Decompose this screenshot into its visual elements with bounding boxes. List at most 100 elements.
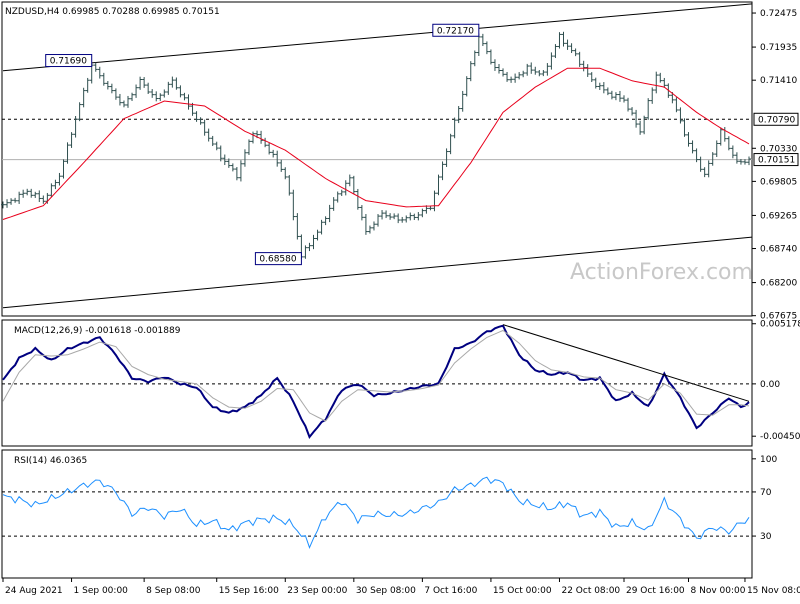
current-price-label: 0.70151	[758, 156, 795, 166]
time-tick-label: 30 Sep 08:00	[356, 586, 416, 596]
ohlc-bar	[1, 201, 5, 209]
ohlc-bar	[706, 160, 711, 178]
ohlc-bar	[335, 191, 340, 203]
ohlc-bar	[456, 106, 461, 124]
ohlc-bar	[194, 111, 199, 122]
ohlc-bar	[33, 191, 38, 198]
ohlc-bar	[726, 136, 731, 151]
ohlc-bar	[371, 221, 376, 231]
macd-signal-line	[2, 329, 750, 422]
ohlc-bar	[545, 63, 550, 76]
ohlc-bar	[234, 167, 239, 181]
ohlc-bar	[654, 71, 659, 94]
ohlc-bar	[295, 213, 300, 240]
price-annotation-box	[432, 23, 480, 37]
ohlc-bar	[134, 84, 139, 98]
ohlc-bar	[537, 70, 542, 77]
ohlc-bar	[158, 93, 163, 101]
channel-upper-line	[2, 3, 753, 72]
ohlc-bar	[53, 179, 58, 190]
ohlc-bar	[9, 198, 14, 205]
ohlc-bar	[210, 135, 215, 147]
ohlc-bar	[710, 152, 715, 166]
ohlc-bar	[41, 195, 46, 204]
ohlc-bar	[416, 212, 421, 221]
ohlc-bar	[621, 95, 626, 103]
rsi-header: RSI(14) 46.0365	[14, 456, 87, 466]
ohlc-bar	[218, 145, 223, 162]
ohlc-bar	[702, 167, 707, 178]
ohlc-bar	[634, 109, 639, 128]
time-tick-label: 15 Sep 16:00	[219, 586, 279, 596]
ohlc-bar	[581, 60, 586, 72]
ohlc-bar	[650, 87, 655, 104]
time-tick-label: 15 Oct 00:00	[493, 586, 552, 596]
time-tick-label: 29 Oct 16:00	[626, 586, 685, 596]
ohlc-bar	[85, 77, 90, 93]
ohlc-bar	[529, 62, 534, 74]
sma-line	[2, 67, 750, 220]
ohlc-bar	[202, 119, 207, 136]
ohlc-bar	[392, 213, 397, 220]
ohlc-bar	[198, 117, 203, 125]
ohlc-bar	[242, 149, 247, 167]
ohlc-bar	[186, 94, 191, 110]
ohlc-bar	[182, 92, 187, 101]
ohlc-bar	[13, 197, 18, 203]
ohlc-bar	[170, 76, 175, 88]
ohlc-bar	[246, 139, 251, 155]
ohlc-bar	[444, 148, 449, 167]
ohlc-bar	[351, 175, 356, 194]
ohlc-bar	[714, 140, 719, 157]
ohlc-bar	[291, 189, 296, 221]
ohlc-bar	[166, 81, 171, 95]
ohlc-bar	[452, 117, 457, 139]
ohlc-bar	[585, 64, 590, 77]
ohlc-bar	[146, 82, 151, 94]
price-tick-label: 0.69805	[760, 177, 797, 187]
ohlc-bar	[730, 145, 735, 159]
ohlc-bar	[605, 87, 610, 96]
ohlc-bar	[174, 77, 179, 90]
ohlc-bar	[339, 189, 344, 197]
price-tick-label: 0.72475	[760, 9, 797, 19]
ohlc-bar	[484, 41, 489, 55]
ohlc-bar	[432, 190, 437, 212]
ohlc-bar	[21, 189, 26, 198]
ohlc-bar	[396, 213, 401, 224]
ohlc-bar	[589, 72, 594, 83]
ohlc-bar	[533, 66, 538, 75]
macd-tick-label: -0.004506	[760, 432, 800, 442]
ohlc-bar	[25, 188, 30, 196]
ohlc-bar	[597, 82, 602, 90]
price-tick-label: 0.71935	[760, 43, 797, 53]
ohlc-bar	[638, 120, 643, 135]
ohlc-bar	[682, 118, 687, 137]
ohlc-bar	[440, 161, 445, 181]
ohlc-bar	[541, 70, 546, 77]
ohlc-bar	[367, 225, 372, 234]
ohlc-bar	[73, 116, 78, 138]
ohlc-bar	[214, 141, 219, 151]
ohlc-bar	[251, 131, 256, 144]
watermark: ActionForex.com	[570, 260, 753, 285]
macd-main-line	[2, 324, 750, 439]
ohlc-bar	[49, 183, 54, 198]
ohlc-bar	[142, 77, 147, 88]
time-tick-label: 8 Nov 00:00	[691, 586, 746, 596]
macd-header: MACD(12,26,9) -0.001618 -0.001889	[14, 326, 181, 336]
time-tick-label: 8 Sep 08:00	[146, 586, 201, 596]
price-tick-label: 0.70330	[760, 144, 797, 154]
ohlc-bar	[521, 70, 526, 78]
ohlc-bar	[380, 210, 385, 220]
ohlc-bar	[113, 88, 118, 100]
time-tick-label: 24 Aug 2021	[5, 586, 63, 596]
ohlc-bar	[742, 159, 747, 165]
ohlc-bar	[525, 63, 530, 76]
ohlc-bar	[517, 72, 522, 80]
ohlc-bar	[126, 95, 131, 108]
symbol-header: NZDUSD,H4 0.69985 0.70288 0.69985 0.7015…	[5, 7, 220, 17]
ohlc-bar	[557, 32, 562, 49]
price-tick-label: 0.69265	[760, 211, 797, 221]
